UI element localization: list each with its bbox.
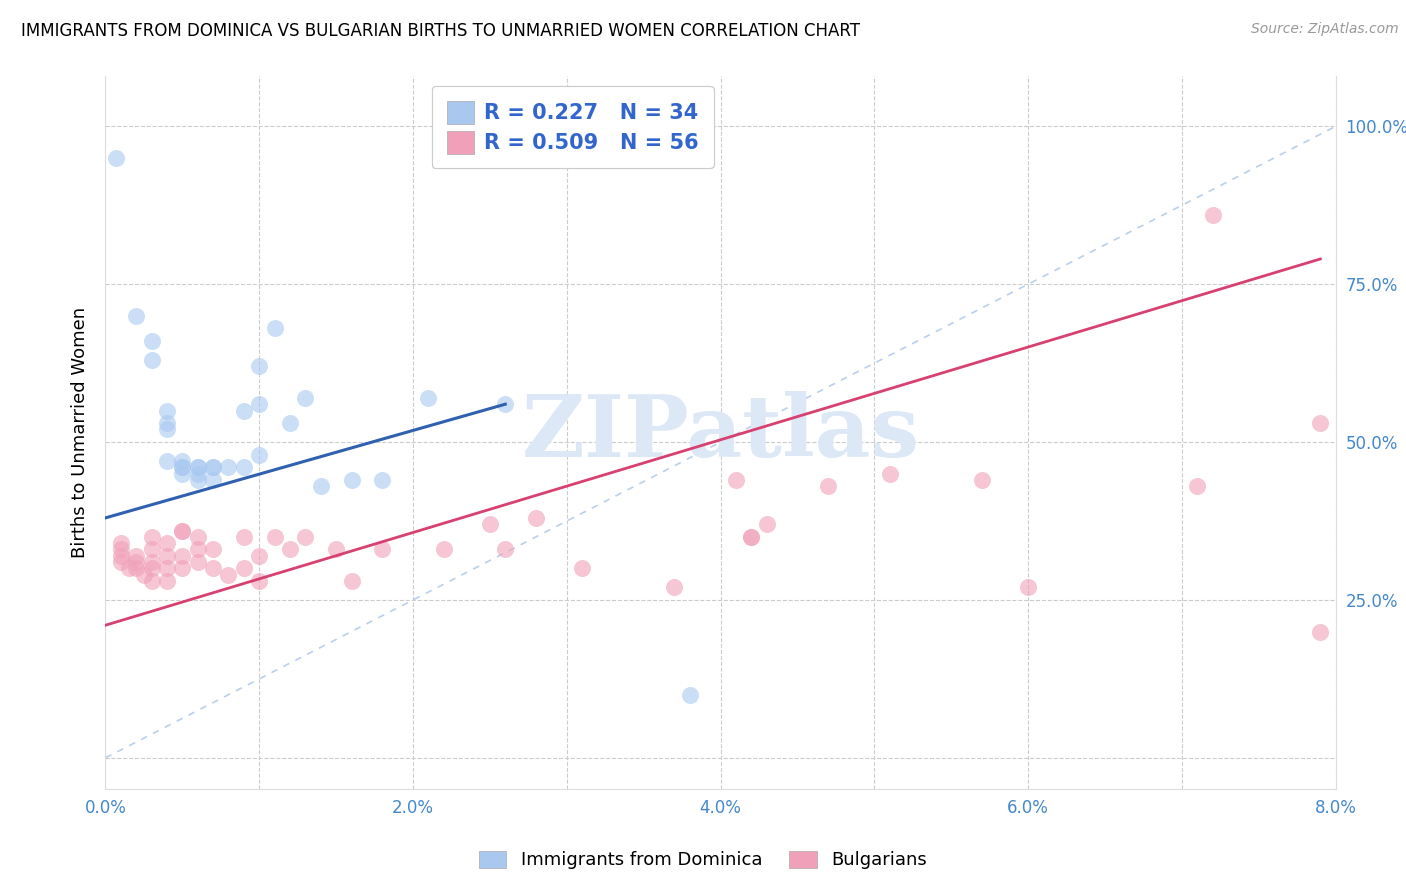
Point (202, 542, 225, 557)
Point (202, 473, 225, 487)
Point (141, 353, 163, 368)
Point (125, 309, 148, 323)
Point (232, 530, 254, 544)
Point (247, 448, 270, 462)
Point (141, 561, 163, 575)
Point (970, 473, 993, 487)
Point (110, 555, 132, 569)
Point (187, 467, 209, 481)
Point (172, 467, 194, 481)
Point (156, 536, 179, 550)
Point (187, 555, 209, 569)
Point (141, 530, 163, 544)
Point (278, 542, 301, 557)
Point (340, 574, 363, 588)
Point (571, 561, 593, 575)
Point (202, 460, 225, 475)
Point (187, 530, 209, 544)
Y-axis label: Births to Unmarried Women: Births to Unmarried Women (70, 307, 89, 558)
Point (433, 542, 456, 557)
Point (1309, 624, 1331, 639)
Text: ZIPatlas: ZIPatlas (522, 391, 920, 475)
Point (740, 530, 762, 544)
Point (187, 473, 209, 487)
Point (478, 517, 501, 532)
Point (679, 688, 702, 702)
Point (494, 542, 516, 557)
Point (340, 473, 363, 487)
Point (1201, 208, 1223, 222)
Point (156, 454, 179, 468)
Point (232, 403, 254, 417)
Point (247, 397, 270, 411)
Point (110, 542, 132, 557)
Text: Source: ZipAtlas.com: Source: ZipAtlas.com (1251, 22, 1399, 37)
Point (740, 530, 762, 544)
Point (294, 391, 316, 405)
Text: IMMIGRANTS FROM DOMINICA VS BULGARIAN BIRTHS TO UNMARRIED WOMEN CORRELATION CHAR: IMMIGRANTS FROM DOMINICA VS BULGARIAN BI… (21, 22, 860, 40)
Point (132, 567, 155, 582)
Point (278, 416, 301, 430)
Point (110, 536, 132, 550)
Point (664, 580, 686, 594)
Point (202, 460, 225, 475)
Point (294, 530, 316, 544)
Point (247, 549, 270, 563)
Point (172, 524, 194, 538)
Point (156, 574, 179, 588)
Point (263, 530, 285, 544)
Point (817, 479, 839, 493)
Point (117, 561, 139, 575)
Point (524, 511, 547, 525)
Point (232, 561, 254, 575)
Point (105, 151, 128, 165)
Point (172, 460, 194, 475)
Point (371, 473, 394, 487)
Point (172, 524, 194, 538)
Point (879, 467, 901, 481)
Point (309, 479, 332, 493)
Point (247, 359, 270, 374)
Point (156, 422, 179, 436)
Point (202, 561, 225, 575)
Point (418, 391, 440, 405)
Point (141, 574, 163, 588)
Point (125, 555, 148, 569)
Point (141, 555, 163, 569)
Point (187, 460, 209, 475)
Point (172, 561, 194, 575)
Point (187, 542, 209, 557)
Point (371, 542, 394, 557)
Point (263, 321, 285, 335)
Point (172, 454, 194, 468)
Point (247, 574, 270, 588)
Point (218, 460, 240, 475)
Point (172, 549, 194, 563)
Point (232, 460, 254, 475)
Point (141, 542, 163, 557)
Point (187, 460, 209, 475)
Point (156, 403, 179, 417)
Point (218, 567, 240, 582)
Point (494, 397, 516, 411)
Point (755, 517, 778, 532)
Point (325, 542, 347, 557)
Point (724, 473, 747, 487)
Point (156, 549, 179, 563)
Legend: R = 0.227   N = 34, R = 0.509   N = 56: R = 0.227 N = 34, R = 0.509 N = 56 (432, 87, 714, 168)
Point (172, 460, 194, 475)
Point (1309, 416, 1331, 430)
Point (125, 561, 148, 575)
Point (156, 561, 179, 575)
Legend: Immigrants from Dominica, Bulgarians: Immigrants from Dominica, Bulgarians (470, 842, 936, 879)
Point (1017, 580, 1039, 594)
Point (156, 416, 179, 430)
Point (125, 549, 148, 563)
Point (141, 334, 163, 348)
Point (110, 549, 132, 563)
Point (1187, 479, 1209, 493)
